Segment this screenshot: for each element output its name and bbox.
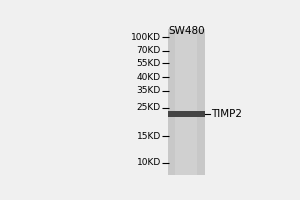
Text: 70KD: 70KD — [136, 46, 161, 55]
Text: 55KD: 55KD — [136, 59, 161, 68]
Text: 10KD: 10KD — [136, 158, 161, 167]
Bar — [175, 29, 197, 175]
Bar — [168, 29, 205, 175]
Bar — [168, 111, 205, 117]
Text: SW480: SW480 — [168, 26, 205, 36]
Text: 100KD: 100KD — [131, 33, 161, 42]
Text: 35KD: 35KD — [136, 86, 161, 95]
Text: 15KD: 15KD — [136, 132, 161, 141]
Text: 40KD: 40KD — [136, 73, 161, 82]
Text: 25KD: 25KD — [136, 103, 161, 112]
Text: TIMP2: TIMP2 — [211, 109, 242, 119]
